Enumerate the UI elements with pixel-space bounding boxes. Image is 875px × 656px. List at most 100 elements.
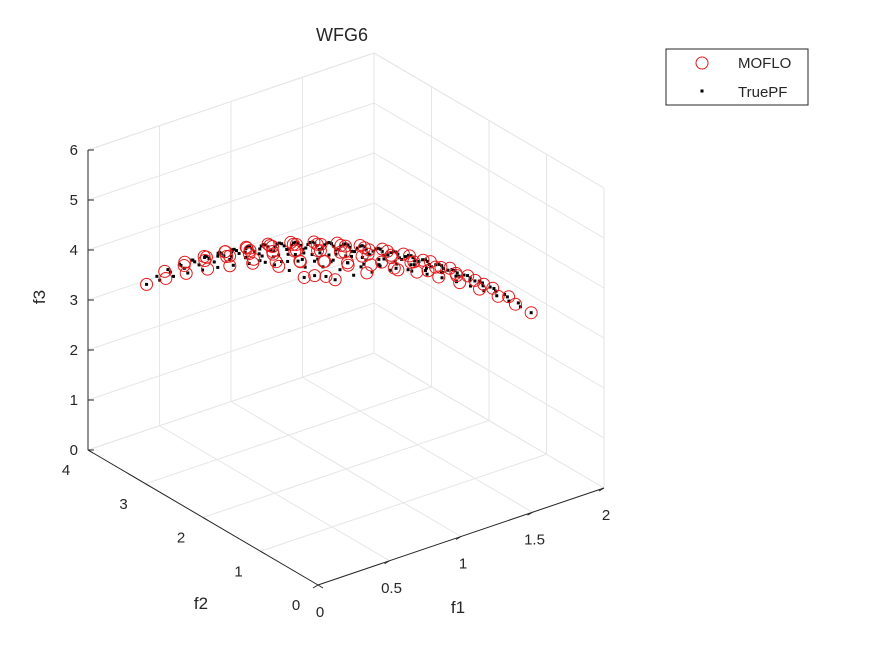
- truepf-point: [407, 253, 411, 257]
- truepf-point: [216, 265, 220, 269]
- truepf-point: [377, 263, 381, 267]
- truepf-point: [466, 274, 470, 278]
- truepf-point: [269, 248, 273, 252]
- truepf-point: [257, 252, 261, 256]
- legend-moflo-marker: [695, 56, 709, 70]
- x-axis-label: f1: [451, 598, 465, 617]
- truepf-point: [492, 287, 496, 291]
- truepf-point: [313, 274, 317, 278]
- truepf-point: [424, 266, 428, 270]
- truepf-point: [292, 241, 296, 245]
- truepf-point: [323, 243, 327, 247]
- truepf-point: [364, 247, 368, 251]
- truepf-point: [359, 265, 363, 269]
- moflo-point: [375, 242, 389, 256]
- truepf-point: [155, 274, 159, 278]
- truepf-point: [190, 258, 194, 262]
- truepf-point: [280, 242, 284, 246]
- truepf-point: [378, 247, 382, 251]
- moflo-point: [266, 240, 280, 254]
- moflo-point: [272, 259, 286, 273]
- moflo-point: [266, 247, 280, 261]
- truepf-point: [382, 257, 386, 261]
- truepf-point: [230, 254, 234, 258]
- grid-line: [373, 102, 605, 239]
- x-tick-label: 0: [316, 604, 324, 621]
- truepf-point: [409, 263, 413, 267]
- y-tick: [317, 584, 324, 589]
- truepf-point: [201, 268, 205, 272]
- truepf-point: [403, 255, 407, 259]
- truepf-point: [454, 274, 458, 278]
- truepf-point: [516, 301, 520, 305]
- truepf-point: [145, 282, 149, 286]
- z-tick-label: 2: [70, 342, 78, 359]
- y-axis-label: f2: [194, 594, 208, 613]
- truepf-point: [286, 259, 290, 263]
- truepf-point: [237, 251, 241, 255]
- truepf-point: [360, 255, 364, 259]
- moflo-point: [443, 261, 457, 275]
- moflo-point: [334, 238, 348, 252]
- truepf-point: [505, 295, 509, 299]
- truepf-point: [212, 260, 216, 264]
- y-tick-label: 1: [234, 563, 242, 580]
- moflo-point: [179, 266, 193, 280]
- grid-line: [202, 420, 490, 518]
- truepf-point: [302, 275, 306, 279]
- truepf-point: [327, 241, 331, 245]
- truepf-point: [186, 271, 190, 275]
- truepf-point: [301, 247, 305, 251]
- truepf-point: [197, 263, 201, 267]
- truepf-point: [273, 263, 277, 267]
- truepf-point: [346, 243, 350, 247]
- truepf-point: [178, 262, 182, 266]
- truepf-point: [355, 246, 359, 250]
- truepf-point: [411, 256, 415, 260]
- truepf-point: [282, 244, 286, 248]
- moflo-point: [243, 243, 257, 257]
- box-edge: [87, 52, 375, 151]
- truepf-point: [457, 274, 461, 278]
- truepf-point: [231, 263, 235, 267]
- moflo-point: [311, 244, 325, 258]
- truepf-point: [376, 246, 380, 250]
- truepf-point: [289, 243, 293, 247]
- moflo-point: [384, 248, 398, 262]
- axes-grid: [87, 52, 605, 586]
- truepf-point: [429, 265, 433, 269]
- moflo-point: [353, 238, 367, 252]
- moflo-point: [341, 258, 355, 272]
- truepf-point: [310, 240, 314, 244]
- x-tick-label: 1: [459, 556, 467, 573]
- z-tick-label: 0: [70, 442, 78, 459]
- truepf-point: [333, 278, 337, 282]
- truepf-point: [370, 270, 374, 274]
- truepf-point: [412, 263, 416, 267]
- truepf-point: [450, 267, 454, 271]
- truepf-point: [260, 254, 264, 258]
- truepf-point: [409, 254, 413, 258]
- truepf-point: [166, 268, 170, 272]
- y-tick: [145, 483, 151, 488]
- truepf-point: [318, 251, 322, 255]
- x-tick-label: 1.5: [524, 531, 545, 548]
- grid-line: [87, 302, 375, 401]
- truepf-point: [302, 251, 306, 255]
- moflo-point: [158, 264, 172, 278]
- moflo-point: [404, 255, 418, 269]
- grid-line: [373, 302, 605, 439]
- legend-truepf-marker: [700, 89, 704, 93]
- z-tick-label: 6: [70, 142, 78, 159]
- truepf-point: [205, 254, 209, 258]
- grid-line: [87, 252, 375, 351]
- moflo-point: [178, 255, 192, 269]
- truepf-point: [310, 253, 314, 257]
- truepf-point: [243, 250, 247, 254]
- moflo-point: [319, 269, 333, 283]
- truepf-point: [423, 258, 427, 262]
- axes-lines: [87, 150, 605, 586]
- truepf-point: [334, 252, 338, 256]
- box-edge: [373, 52, 605, 189]
- truepf-point: [350, 254, 354, 258]
